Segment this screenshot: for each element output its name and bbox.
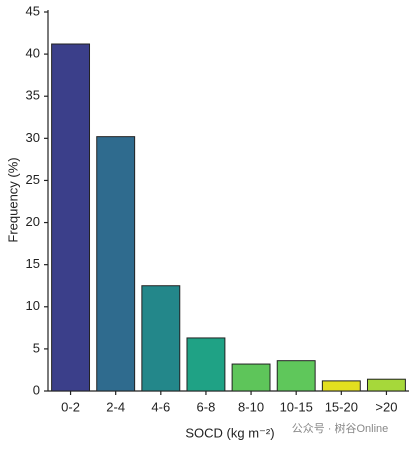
y-tick-label: 10 bbox=[26, 298, 40, 313]
bar bbox=[231, 363, 271, 392]
x-tick-label: 4-6 bbox=[151, 399, 170, 414]
y-axis-label: Frequency (%) bbox=[5, 157, 20, 242]
bar bbox=[321, 380, 361, 392]
y-tick-label: 5 bbox=[33, 340, 40, 355]
y-tick-label: 45 bbox=[26, 3, 40, 18]
x-tick-label: 10-15 bbox=[280, 399, 313, 414]
x-axis-label: SOCD (kg m⁻²) bbox=[185, 425, 274, 440]
bar bbox=[276, 360, 316, 392]
y-tick-label: 25 bbox=[26, 172, 40, 187]
x-tick-label: >20 bbox=[375, 399, 397, 414]
y-tick-label: 20 bbox=[26, 214, 40, 229]
bar bbox=[96, 136, 136, 392]
bar bbox=[141, 285, 181, 392]
x-tick-label: 8-10 bbox=[238, 399, 264, 414]
watermark: 公众号 · 树谷Online bbox=[292, 421, 389, 435]
bar bbox=[366, 378, 406, 392]
x-tick-label: 6-8 bbox=[197, 399, 216, 414]
bar bbox=[186, 337, 226, 392]
x-tick-label: 0-2 bbox=[61, 399, 80, 414]
y-tick-label: 15 bbox=[26, 256, 40, 271]
x-tick-label: 15-20 bbox=[325, 399, 358, 414]
y-tick-label: 30 bbox=[26, 130, 40, 145]
y-tick-label: 35 bbox=[26, 88, 40, 103]
bar bbox=[51, 43, 91, 392]
y-tick-label: 40 bbox=[26, 46, 40, 61]
x-tick-label: 2-4 bbox=[106, 399, 125, 414]
y-tick-label: 0 bbox=[33, 382, 40, 397]
